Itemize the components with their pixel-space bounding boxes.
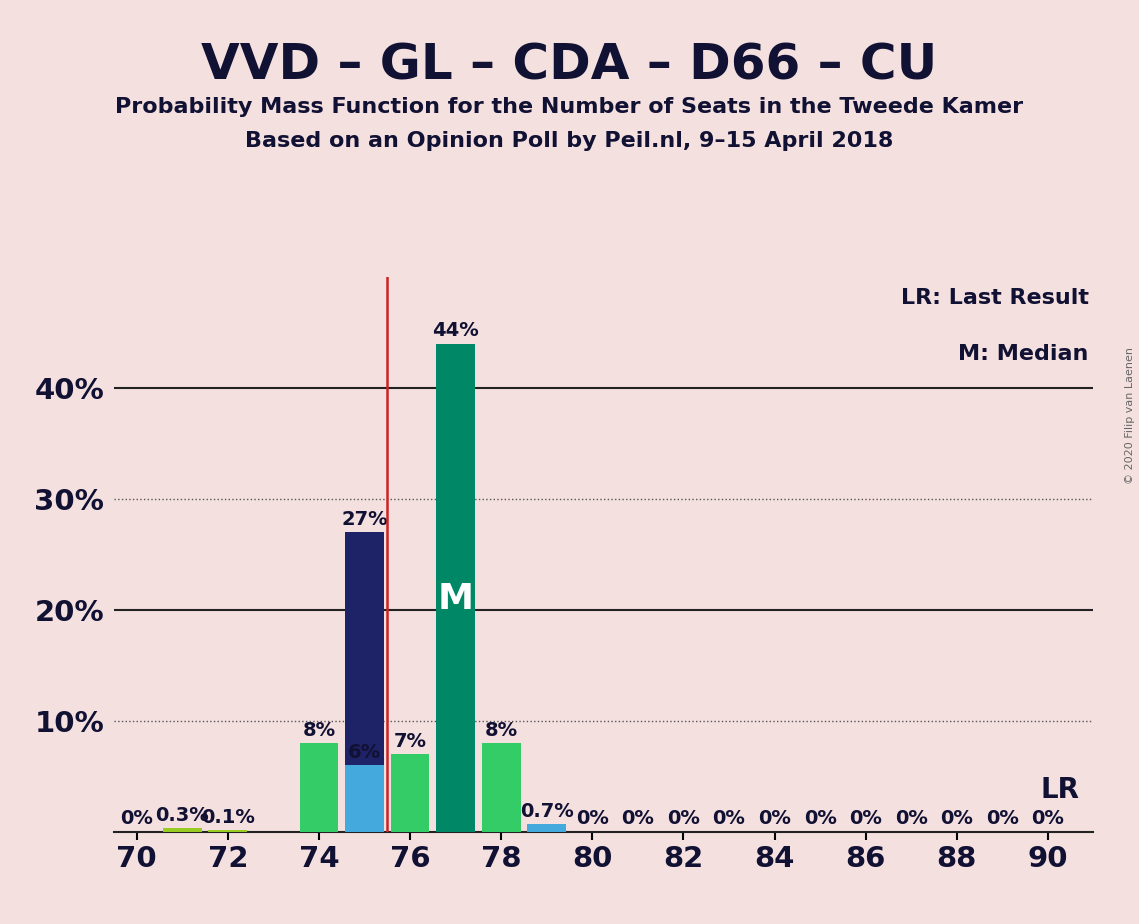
Text: © 2020 Filip van Laenen: © 2020 Filip van Laenen xyxy=(1125,347,1134,484)
Text: 0%: 0% xyxy=(1032,809,1064,828)
Text: 0%: 0% xyxy=(121,809,153,828)
Text: 0.1%: 0.1% xyxy=(200,808,255,827)
Bar xyxy=(436,344,475,832)
Text: 27%: 27% xyxy=(342,510,387,529)
Bar xyxy=(163,828,202,832)
Text: 0%: 0% xyxy=(986,809,1018,828)
Text: 44%: 44% xyxy=(432,322,480,340)
Text: 0%: 0% xyxy=(713,809,745,828)
Text: 0%: 0% xyxy=(850,809,882,828)
Text: VVD – GL – CDA – D66 – CU: VVD – GL – CDA – D66 – CU xyxy=(202,42,937,90)
Bar xyxy=(345,532,384,832)
Text: 0%: 0% xyxy=(576,809,608,828)
Text: Based on an Opinion Poll by Peil.nl, 9–15 April 2018: Based on an Opinion Poll by Peil.nl, 9–1… xyxy=(245,131,894,152)
Bar xyxy=(527,824,566,832)
Text: M: Median: M: Median xyxy=(958,344,1089,364)
Text: M: M xyxy=(437,582,474,615)
Text: 0.7%: 0.7% xyxy=(519,801,574,821)
Text: 0%: 0% xyxy=(759,809,790,828)
Text: 0%: 0% xyxy=(895,809,927,828)
Text: 6%: 6% xyxy=(347,743,382,761)
Text: Probability Mass Function for the Number of Seats in the Tweede Kamer: Probability Mass Function for the Number… xyxy=(115,97,1024,117)
Text: 0%: 0% xyxy=(622,809,654,828)
Text: 8%: 8% xyxy=(302,721,336,739)
Text: 0.3%: 0.3% xyxy=(155,806,210,825)
Text: 0%: 0% xyxy=(941,809,973,828)
Bar xyxy=(345,765,384,832)
Text: 7%: 7% xyxy=(394,732,426,750)
Bar xyxy=(300,743,338,832)
Bar xyxy=(482,743,521,832)
Bar xyxy=(208,831,247,832)
Text: 0%: 0% xyxy=(804,809,836,828)
Text: LR: Last Result: LR: Last Result xyxy=(901,288,1089,309)
Bar xyxy=(391,754,429,832)
Text: 8%: 8% xyxy=(484,721,518,739)
Text: 0%: 0% xyxy=(667,809,699,828)
Text: LR: LR xyxy=(1041,776,1080,804)
